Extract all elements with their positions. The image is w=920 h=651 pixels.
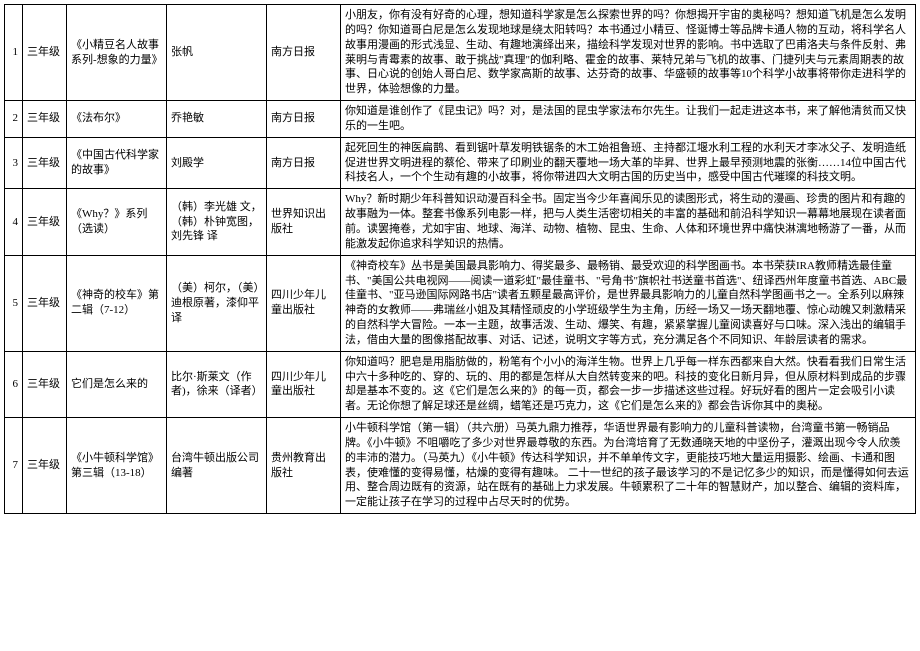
- title-cell: 《神奇的校车》第二辑（7-12）: [67, 255, 167, 351]
- author-cell: 刘殿学: [167, 137, 267, 189]
- description-cell: 起死回生的神医扁鹊、看到锯叶草发明铁锯条的木工始祖鲁班、主持都江堰水利工程的水利…: [341, 137, 916, 189]
- description-cell: 小朋友，你有没有好奇的心理，想知道科学家是怎么探索世界的吗？你想揭开宇宙的奥秘吗…: [341, 5, 916, 101]
- publisher-cell: 世界知识出版社: [267, 189, 341, 255]
- row-index: 5: [5, 255, 23, 351]
- publisher-cell: 四川少年儿童出版社: [267, 351, 341, 417]
- author-cell: 台湾牛顿出版公司编著: [167, 418, 267, 514]
- author-cell: 张帆: [167, 5, 267, 101]
- title-cell: 它们是怎么来的: [67, 351, 167, 417]
- publisher-cell: 南方日报: [267, 5, 341, 101]
- title-cell: 《小精豆名人故事系列-想象的力量》: [67, 5, 167, 101]
- description-cell: Why？新时期少年科普知识动漫百科全书。固定当今少年喜闻乐见的读图形式，将生动的…: [341, 189, 916, 255]
- publisher-cell: 四川少年儿童出版社: [267, 255, 341, 351]
- table-body: 1三年级《小精豆名人故事系列-想象的力量》张帆南方日报小朋友，你有没有好奇的心理…: [5, 5, 916, 514]
- publisher-cell: 贵州教育出版社: [267, 418, 341, 514]
- title-cell: 《Why？》系列（选读）: [67, 189, 167, 255]
- row-index: 7: [5, 418, 23, 514]
- grade-cell: 三年级: [23, 101, 67, 138]
- grade-cell: 三年级: [23, 418, 67, 514]
- table-row: 4三年级《Why？》系列（选读）（韩）李光雄 文，（韩）朴钟宽图，刘先锋 译世界…: [5, 189, 916, 255]
- description-cell: 你知道是谁创作了《昆虫记》吗？对，是法国的昆虫学家法布尔先生。让我们一起走进这本…: [341, 101, 916, 138]
- book-list-table: 1三年级《小精豆名人故事系列-想象的力量》张帆南方日报小朋友，你有没有好奇的心理…: [4, 4, 916, 514]
- grade-cell: 三年级: [23, 189, 67, 255]
- table-row: 5三年级《神奇的校车》第二辑（7-12）（美）柯尔，（美）迪根原著，漆仰平译四川…: [5, 255, 916, 351]
- grade-cell: 三年级: [23, 351, 67, 417]
- title-cell: 《中国古代科学家的故事》: [67, 137, 167, 189]
- description-cell: 小牛顿科学馆（第一辑）（共六册）马英九鼎力推荐，华语世界最有影响力的儿童科普读物…: [341, 418, 916, 514]
- author-cell: 比尔·斯莱文（作者)，徐来（译者）: [167, 351, 267, 417]
- description-cell: 《神奇校车》丛书是美国最具影响力、得奖最多、最畅销、最受欢迎的科学图画书。本书荣…: [341, 255, 916, 351]
- table-row: 2三年级《法布尔》乔艳敏南方日报你知道是谁创作了《昆虫记》吗？对，是法国的昆虫学…: [5, 101, 916, 138]
- row-index: 4: [5, 189, 23, 255]
- row-index: 6: [5, 351, 23, 417]
- title-cell: 《法布尔》: [67, 101, 167, 138]
- grade-cell: 三年级: [23, 5, 67, 101]
- author-cell: 乔艳敏: [167, 101, 267, 138]
- grade-cell: 三年级: [23, 137, 67, 189]
- row-index: 1: [5, 5, 23, 101]
- table-row: 6三年级它们是怎么来的比尔·斯莱文（作者)，徐来（译者）四川少年儿童出版社你知道…: [5, 351, 916, 417]
- author-cell: （韩）李光雄 文，（韩）朴钟宽图，刘先锋 译: [167, 189, 267, 255]
- table-row: 7三年级《小牛顿科学馆》第三辑（13-18）台湾牛顿出版公司编著贵州教育出版社小…: [5, 418, 916, 514]
- row-index: 2: [5, 101, 23, 138]
- table-row: 1三年级《小精豆名人故事系列-想象的力量》张帆南方日报小朋友，你有没有好奇的心理…: [5, 5, 916, 101]
- title-cell: 《小牛顿科学馆》第三辑（13-18）: [67, 418, 167, 514]
- publisher-cell: 南方日报: [267, 101, 341, 138]
- grade-cell: 三年级: [23, 255, 67, 351]
- publisher-cell: 南方日报: [267, 137, 341, 189]
- table-row: 3三年级《中国古代科学家的故事》刘殿学南方日报起死回生的神医扁鹊、看到锯叶草发明…: [5, 137, 916, 189]
- author-cell: （美）柯尔，（美）迪根原著，漆仰平译: [167, 255, 267, 351]
- description-cell: 你知道吗？肥皂是用脂肪做的，粉笔有个小小的海洋生物。世界上几乎每一样东西都来自大…: [341, 351, 916, 417]
- row-index: 3: [5, 137, 23, 189]
